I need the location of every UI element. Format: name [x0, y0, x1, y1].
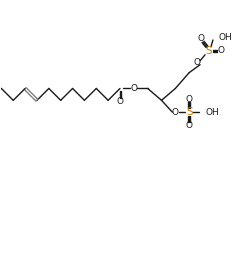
Text: OH: OH [219, 33, 233, 41]
Text: O: O [116, 97, 123, 106]
Text: O: O [130, 84, 137, 93]
Text: OH: OH [205, 108, 219, 117]
Text: O: O [172, 108, 179, 117]
Text: S: S [206, 46, 212, 56]
Text: O: O [186, 121, 193, 129]
Text: S: S [186, 107, 193, 117]
Text: O: O [194, 58, 201, 67]
Text: O: O [186, 95, 193, 104]
Text: O: O [197, 34, 204, 44]
Text: O: O [217, 46, 224, 55]
